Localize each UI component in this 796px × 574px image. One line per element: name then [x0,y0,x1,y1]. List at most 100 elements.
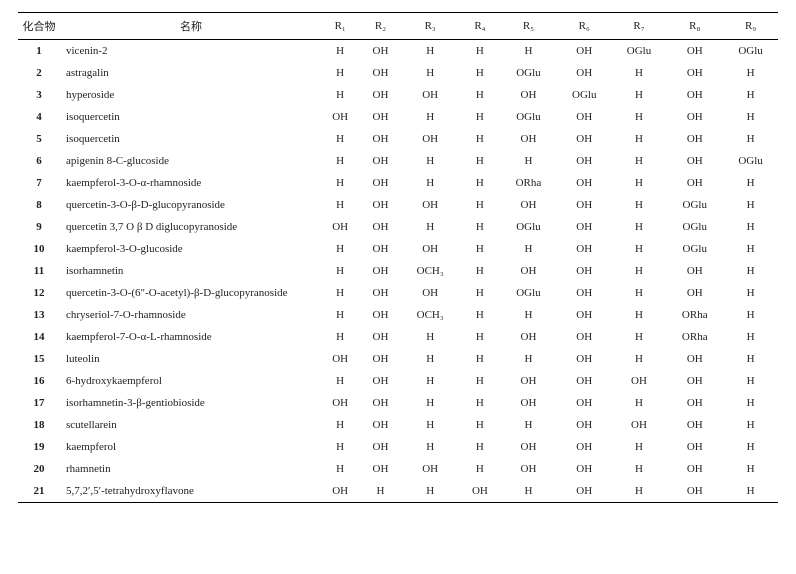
cell-r6: OH [557,370,612,392]
cell-r9: H [723,348,778,370]
cell-r9: H [723,194,778,216]
table-row: 215,7,2′,5′-tetrahydroxyflavoneOHHHOHHOH… [18,480,778,503]
cell-id: 4 [18,106,60,128]
cell-r3: H [401,436,460,458]
cell-r9: H [723,128,778,150]
cell-r2: OH [360,62,400,84]
cell-r6: OH [557,326,612,348]
cell-r8: ORha [666,326,723,348]
cell-r8: OH [666,436,723,458]
cell-name: scutellarein [60,414,320,436]
cell-r2: OH [360,392,400,414]
cell-r5: ORha [500,172,557,194]
table-row: 10kaempferol-3-O-glucosideHOHOHHHOHHOGlu… [18,238,778,260]
header-r2: R₂ [360,13,400,40]
cell-r8: OGlu [666,238,723,260]
cell-r3: H [401,172,460,194]
table-row: 13chryseriol-7-O-rhamnosideHOHOCH₃HHOHHO… [18,304,778,326]
cell-r8: OH [666,172,723,194]
cell-r2: OH [360,326,400,348]
cell-r5: OGlu [500,62,557,84]
cell-r2: OH [360,106,400,128]
cell-r5: OH [500,326,557,348]
cell-r6: OH [557,260,612,282]
cell-r2: OH [360,40,400,63]
cell-r5: OH [500,128,557,150]
cell-r1: H [320,326,360,348]
table-row: 3hyperosideHOHOHHOHOGluHOHH [18,84,778,106]
cell-r1: H [320,194,360,216]
cell-r6: OH [557,128,612,150]
cell-id: 13 [18,304,60,326]
cell-r6: OH [557,436,612,458]
cell-r1: H [320,282,360,304]
cell-r7: OH [612,414,667,436]
cell-r1: OH [320,216,360,238]
table-row: 19kaempferolHOHHHOHOHHOHH [18,436,778,458]
cell-r1: H [320,304,360,326]
cell-r6: OH [557,62,612,84]
table-row: 15luteolinOHOHHHHOHHOHH [18,348,778,370]
header-r9: R₉ [723,13,778,40]
compound-table: 化合物 名称 R₁ R₂ R₃ R₄ R₅ R₆ R₇ R₈ R₉ 1vicen… [18,12,778,503]
header-r6: R₆ [557,13,612,40]
cell-r5: H [500,238,557,260]
table-row: 8quercetin-3-O-β-D-glucopyranosideHOHOHH… [18,194,778,216]
header-compound: 化合物 [18,13,60,40]
cell-r8: OH [666,128,723,150]
cell-r5: H [500,348,557,370]
cell-r1: H [320,414,360,436]
cell-name: kaempferol [60,436,320,458]
cell-r4: H [460,370,500,392]
cell-r4: H [460,458,500,480]
cell-name: isoquercetin [60,106,320,128]
cell-r1: H [320,238,360,260]
cell-r4: H [460,106,500,128]
cell-r8: OGlu [666,194,723,216]
cell-name: kaempferol-3-O-α-rhamnoside [60,172,320,194]
cell-r4: H [460,260,500,282]
cell-r4: H [460,304,500,326]
cell-r3: H [401,480,460,503]
cell-r6: OH [557,238,612,260]
cell-r8: OH [666,282,723,304]
cell-r1: OH [320,106,360,128]
cell-r5: OH [500,436,557,458]
cell-r5: OH [500,260,557,282]
cell-id: 17 [18,392,60,414]
cell-name: 6-hydroxykaempferol [60,370,320,392]
table-row: 4isoquercetinOHOHHHOGluOHHOHH [18,106,778,128]
cell-r8: OH [666,260,723,282]
table-row: 1vicenin-2HOHHHHOHOGluOHOGlu [18,40,778,63]
cell-r3: H [401,62,460,84]
cell-r9: H [723,370,778,392]
cell-r9: OGlu [723,40,778,63]
cell-r6: OH [557,216,612,238]
cell-r9: H [723,238,778,260]
cell-r6: OH [557,282,612,304]
cell-r9: H [723,106,778,128]
header-r5: R₅ [500,13,557,40]
cell-id: 1 [18,40,60,63]
header-r4: R₄ [460,13,500,40]
cell-r3: OH [401,458,460,480]
cell-r2: OH [360,84,400,106]
cell-r2: OH [360,238,400,260]
cell-r8: OH [666,150,723,172]
cell-name: vicenin-2 [60,40,320,63]
cell-r5: H [500,40,557,63]
cell-r4: H [460,128,500,150]
cell-r4: H [460,238,500,260]
cell-name: quercetin-3-O-β-D-glucopyranoside [60,194,320,216]
table-row: 18scutellareinHOHHHHOHOHOHH [18,414,778,436]
table-row: 14kaempferol-7-O-α-L-rhamnosideHOHHHOHOH… [18,326,778,348]
cell-id: 12 [18,282,60,304]
table-row: 7kaempferol-3-O-α-rhamnosideHOHHHORhaOHH… [18,172,778,194]
cell-r3: OH [401,194,460,216]
cell-r7: H [612,216,667,238]
table-row: 5isoquercetinHOHOHHOHOHHOHH [18,128,778,150]
cell-r2: OH [360,260,400,282]
cell-r4: H [460,40,500,63]
cell-r1: H [320,84,360,106]
cell-r6: OH [557,348,612,370]
